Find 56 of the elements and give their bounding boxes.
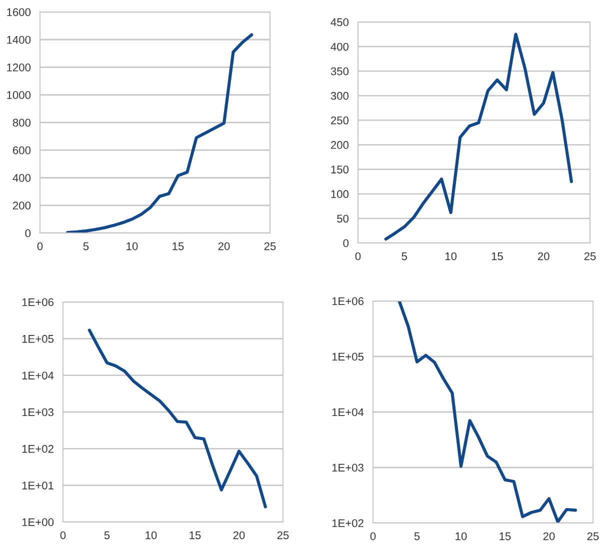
- line-series: [88, 328, 267, 508]
- x-tick-label: 0: [370, 532, 376, 540]
- x-tick-label: 20: [543, 532, 555, 540]
- x-tick-label: 15: [500, 532, 511, 540]
- line-series: [398, 301, 577, 523]
- y-tick-label: 800: [12, 118, 31, 127]
- x-tick-label: 25: [264, 242, 276, 250]
- x-tick-label: 0: [60, 531, 66, 540]
- y-tick-label: 1E+04: [22, 372, 54, 380]
- y-tick-label: 1E+05: [332, 352, 364, 361]
- y-tick-label: 1000: [7, 91, 31, 100]
- y-tick-label: 0: [25, 229, 31, 238]
- x-tick-label: 15: [492, 252, 503, 260]
- x-tick-label: 20: [218, 242, 230, 250]
- y-tick-label: 1200: [7, 64, 31, 72]
- y-tick-label: 450: [330, 18, 349, 26]
- x-tick-label: 20: [538, 252, 550, 260]
- y-tick-label: 400: [12, 174, 31, 182]
- y-tick-label: 600: [13, 146, 31, 154]
- y-tick-label: 50: [337, 214, 349, 223]
- x-tick-label: 20: [233, 531, 245, 540]
- x-tick-label: 10: [456, 532, 467, 540]
- y-tick-label: 250: [330, 116, 349, 124]
- y-tick-label: 1E+02: [332, 519, 364, 528]
- y-tick-label: 400: [330, 42, 349, 51]
- x-tick-label: 25: [584, 252, 596, 260]
- line-series: [384, 32, 573, 241]
- x-tick-label: 10: [126, 242, 138, 250]
- line-series: [66, 33, 254, 233]
- y-tick-label: 150: [331, 166, 349, 174]
- y-tick-label: 1E+04: [332, 408, 364, 416]
- y-tick-label: 1E+00: [22, 518, 54, 526]
- y-tick-label: 1E+06: [22, 298, 54, 306]
- y-tick-label: 200: [12, 202, 31, 210]
- y-tick-label: 1E+01: [22, 482, 54, 490]
- x-tick-label: 25: [277, 531, 289, 540]
- x-tick-label: 5: [104, 531, 110, 540]
- x-tick-label: 5: [414, 532, 420, 540]
- y-tick-label: 100: [331, 190, 349, 198]
- y-tick-label: 1E+03: [22, 408, 54, 416]
- y-tick-label: 1400: [7, 36, 31, 44]
- y-tick-label: 300: [330, 92, 349, 100]
- x-tick-label: 5: [402, 252, 408, 260]
- y-tick-label: 1E+02: [22, 444, 54, 453]
- x-tick-label: 10: [146, 531, 157, 540]
- y-tick-label: 1E+06: [332, 297, 364, 306]
- y-tick-label: 200: [330, 141, 349, 149]
- y-tick-label: 1E+05: [22, 334, 54, 343]
- x-tick-label: 15: [190, 531, 201, 540]
- x-tick-label: 25: [587, 532, 599, 540]
- y-tick-label: 350: [330, 67, 349, 76]
- y-tick-label: 1E+03: [332, 464, 364, 472]
- x-tick-label: 5: [83, 242, 89, 250]
- x-tick-label: 10: [445, 252, 457, 260]
- y-tick-label: 1600: [7, 8, 31, 16]
- x-tick-label: 15: [172, 242, 184, 250]
